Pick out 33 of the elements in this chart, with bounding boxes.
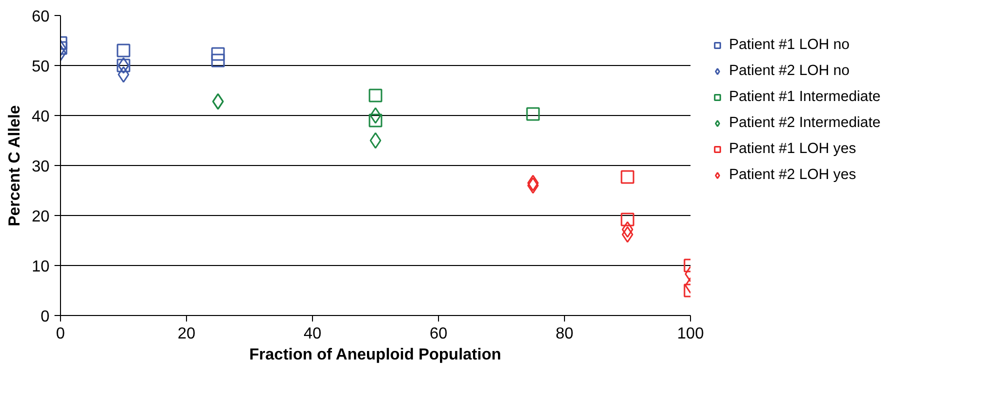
y-tick-label: 10 xyxy=(32,258,50,276)
point xyxy=(527,174,539,192)
point xyxy=(211,54,225,68)
point xyxy=(211,47,225,61)
legend-label: Patient #1 LOH yes xyxy=(729,141,856,157)
x-tick-label: 0 xyxy=(56,326,66,342)
legend-label: Patient #1 Intermediate xyxy=(729,89,881,105)
x-tick-label: 40 xyxy=(304,326,322,342)
point xyxy=(622,226,634,243)
x-axis-title: Fraction of Aneuploid Population xyxy=(249,346,502,364)
point xyxy=(368,88,382,102)
y-tick-label: 40 xyxy=(32,108,50,126)
point xyxy=(622,221,634,238)
x-tick-label: 60 xyxy=(430,326,448,342)
legend-label: Patient #2 LOH yes xyxy=(729,167,856,183)
point xyxy=(527,177,539,194)
y-tick-label: 60 xyxy=(32,8,50,26)
point xyxy=(370,132,382,149)
legend-label: Patient #1 LOH no xyxy=(729,37,850,53)
legend-label: Patient #2 LOH no xyxy=(729,63,850,79)
x-tick-label: 20 xyxy=(178,326,196,342)
y-tick-label: 20 xyxy=(32,208,50,226)
point xyxy=(368,114,382,128)
x-tick-label: 80 xyxy=(556,326,574,342)
legend-label: Patient #2 Intermediate xyxy=(729,115,881,131)
y-tick-label: 30 xyxy=(32,158,50,176)
point xyxy=(370,107,382,124)
y-tick-label: 0 xyxy=(40,308,50,326)
point xyxy=(116,44,130,58)
y-axis-title: Percent C Allele xyxy=(6,105,24,226)
x-tick-label: 100 xyxy=(677,326,704,342)
y-tick-label: 50 xyxy=(32,58,50,76)
point xyxy=(526,107,540,121)
